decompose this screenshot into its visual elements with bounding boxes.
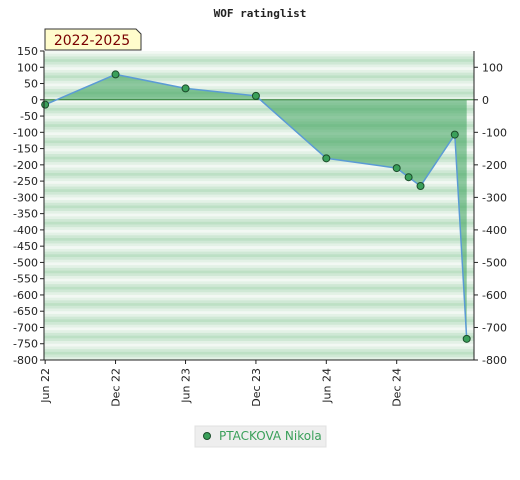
data-point-6: [404, 173, 413, 182]
chart-title: WOF ratinglist: [214, 7, 307, 20]
x-tick-label: Jun 23: [180, 368, 193, 404]
y-left-tick-label: -700: [13, 321, 38, 334]
y-left-tick-label: -750: [13, 338, 38, 351]
legend-label: PTACKOVA Nikola: [219, 429, 322, 443]
data-point-0: [41, 100, 50, 109]
data-point-8: [450, 130, 459, 139]
x-tick-label: Jun 22: [39, 368, 52, 404]
series-line: [44, 73, 468, 339]
x-tick-label: Dec 23: [250, 368, 263, 407]
y-left-tick-label: -350: [13, 208, 38, 221]
data-point-3: [251, 91, 260, 100]
data-point-5: [392, 164, 401, 173]
y-left-tick-label: -650: [13, 305, 38, 318]
data-point-9: [462, 334, 471, 343]
y-left-tick-label: 0: [31, 94, 38, 107]
plot-background-bands: [44, 51, 474, 361]
y-right-tick-label: -600: [482, 289, 507, 302]
y-right-tick-label: -400: [482, 224, 507, 237]
data-point-1: [111, 70, 120, 79]
y-right-tick-label: -500: [482, 256, 507, 269]
y-left-tick-label: -550: [13, 273, 38, 286]
series-points: [41, 70, 471, 343]
y-left-tick-label: -600: [13, 289, 38, 302]
y-right-tick-label: -700: [482, 321, 507, 334]
y-left-tick-label: -250: [13, 175, 38, 188]
y-left-tick-label: -400: [13, 224, 38, 237]
y-left-tick-label: -800: [13, 354, 38, 367]
y-right-tick-label: 100: [482, 61, 503, 74]
y-left-tick-label: -200: [13, 159, 38, 172]
series-area: [45, 74, 467, 339]
y-left-tick-label: -50: [20, 110, 38, 123]
y-right-tick-label: -200: [482, 159, 507, 172]
y-left-tick-label: -150: [13, 143, 38, 156]
y-left-tick-label: 50: [24, 78, 38, 91]
period-badge: 2022-2025: [44, 28, 142, 51]
legend: PTACKOVA Nikola: [194, 425, 327, 448]
y-right-tick-label: -100: [482, 126, 507, 139]
legend-marker: [203, 432, 211, 440]
y-left-tick-label: 100: [17, 61, 38, 74]
x-tick-label: Dec 22: [110, 368, 123, 407]
data-point-4: [322, 154, 331, 163]
period-label: 2022-2025: [54, 33, 130, 49]
data-point-7: [416, 181, 425, 190]
y-left-tick-label: 150: [17, 45, 38, 58]
x-tick-label: Dec 24: [391, 368, 404, 407]
axis-ticks: 150 100 50 0 -50 -100 -150 -200 -250 -300 -350 -400…: [13, 45, 507, 407]
y-left-tick-label: -450: [13, 240, 38, 253]
y-right-tick-label: -800: [482, 354, 507, 367]
data-point-2: [181, 84, 190, 93]
y-right-tick-label: -300: [482, 191, 507, 204]
y-left-tick-label: -300: [13, 191, 38, 204]
y-left-tick-label: -100: [13, 126, 38, 139]
x-tick-label: Jun 24: [320, 368, 333, 404]
y-left-tick-label: -500: [13, 256, 38, 269]
y-right-tick-label: 0: [482, 94, 489, 107]
